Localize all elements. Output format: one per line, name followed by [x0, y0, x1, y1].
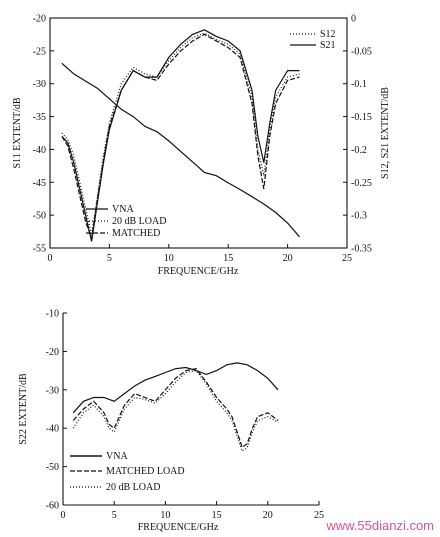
y-tick-label: -20	[46, 347, 59, 358]
y-tick-label: -50	[33, 211, 46, 222]
x-tick-label: 0	[61, 510, 66, 521]
y-tick-label: -10	[46, 309, 59, 320]
series-line-matched	[61, 33, 300, 239]
y-tick-label: -25	[33, 46, 46, 57]
legend-label-s21: S21	[320, 40, 336, 51]
legend-label-vna-2: VNA	[106, 451, 128, 462]
series-line-20-db-load	[72, 369, 279, 453]
y-tick-label: -60	[46, 501, 59, 512]
x-tick-label: 20	[283, 253, 293, 264]
y2-tick-label: -0.1	[351, 79, 367, 90]
top-chart-series	[61, 29, 300, 242]
legend-label-20db-load-2: 20 dB LOAD	[106, 482, 160, 493]
x-tick-label: 25	[314, 510, 324, 521]
top-chart-y-axis-title: S11 EXTENT/dB	[12, 97, 23, 168]
x-tick-label: 10	[164, 253, 174, 264]
bottom-chart-x-axis: 0 5 10 15 20 25	[61, 501, 324, 521]
y-tick-label: -40	[46, 424, 59, 435]
x-tick-label: 5	[112, 510, 117, 521]
series-line-matched-load	[72, 368, 279, 449]
x-tick-label: 15	[212, 510, 222, 521]
y2-tick-label: 0	[351, 14, 356, 25]
x-tick-label: 10	[160, 510, 170, 521]
y-tick-label: -30	[46, 385, 59, 396]
top-chart-legend-left: VNA 20 dB LOAD MATCHED	[86, 204, 166, 239]
y2-tick-label: -0.3	[351, 211, 367, 222]
top-chart-y-axis: -20 -25 -30 -35 -40 -45 -50 -55	[33, 14, 54, 255]
bottom-chart: 0 5 10 15 20 25 -10 -20 -30 -40 -50 -60 FREQUENCE/…	[18, 309, 324, 534]
watermark-text: www.55dianzi.com	[326, 518, 434, 533]
y-tick-label: -55	[33, 244, 46, 255]
bottom-chart-x-axis-title: FREQUENCE/GHz	[138, 522, 219, 533]
top-chart-y2-axis-title: S12, S21 EXTENT/dB	[380, 87, 391, 179]
bottom-chart-legend: VNA MATCHED LOAD 20 dB LOAD	[70, 451, 185, 493]
top-chart: 0 5 10 15 20 25 -20 -25 -30 -35 -40 -45 -50 -55 0 -0.…	[12, 14, 391, 278]
legend-label-20db-load: 20 dB LOAD	[112, 216, 166, 227]
top-chart-plot-frame	[49, 17, 348, 249]
series-line-vna	[61, 29, 300, 242]
legend-label-s12: S12	[320, 29, 336, 40]
bottom-chart-series	[72, 362, 279, 453]
legend-label-matched: MATCHED	[112, 228, 160, 239]
y-tick-label: -50	[46, 462, 59, 473]
y2-tick-label: -0.35	[351, 244, 372, 255]
y2-tick-label: -0.15	[351, 112, 372, 123]
y-tick-label: -45	[33, 178, 46, 189]
bottom-chart-y-axis: -10 -20 -30 -40 -50 -60	[46, 309, 67, 512]
legend-label-matched-load: MATCHED LOAD	[106, 466, 185, 477]
y2-tick-label: -0.2	[351, 145, 367, 156]
bottom-chart-y-axis-title: S22 EXTENT/dB	[18, 373, 29, 445]
top-chart-y2-axis: 0 -0.05 -0.1 -0.15 -0.2 -0.25 -0.3 -0.35	[343, 14, 372, 255]
x-tick-label: 0	[48, 253, 53, 264]
y-tick-label: -20	[33, 14, 46, 25]
series-line-s21	[61, 62, 300, 238]
x-tick-label: 25	[342, 253, 352, 264]
x-tick-label: 20	[263, 510, 273, 521]
legend-label-vna: VNA	[112, 204, 134, 215]
x-tick-label: 15	[223, 253, 233, 264]
y-tick-label: -30	[33, 79, 46, 90]
top-chart-x-axis-title: FREQUENCE/GHz	[158, 266, 239, 277]
y2-tick-label: -0.05	[351, 46, 372, 57]
series-line-vna	[72, 362, 279, 414]
series-line-20-db-load	[61, 32, 300, 236]
x-tick-label: 5	[107, 253, 112, 264]
top-chart-legend-right: S12 S21	[290, 29, 336, 51]
top-chart-x-axis: 0 5 10 15 20 25	[48, 244, 352, 264]
y-tick-label: -40	[33, 145, 46, 156]
y-tick-label: -35	[33, 112, 46, 123]
y2-tick-label: -0.25	[351, 178, 372, 189]
